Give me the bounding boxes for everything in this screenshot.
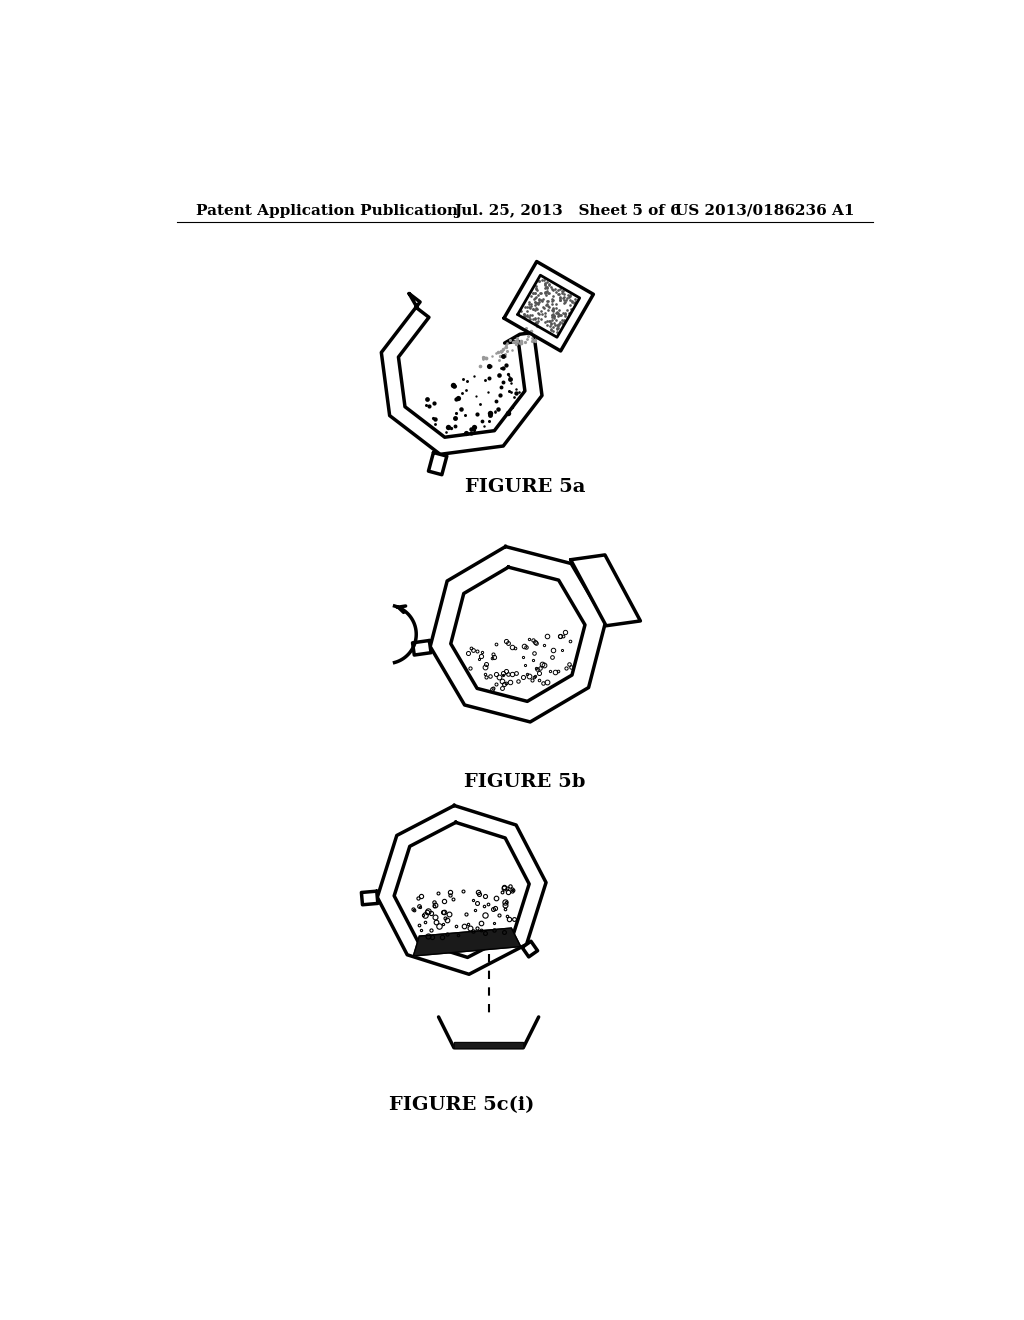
Text: US 2013/0186236 A1: US 2013/0186236 A1 <box>675 203 854 218</box>
Text: FIGURE 5b: FIGURE 5b <box>464 774 586 791</box>
Polygon shape <box>504 261 593 351</box>
Polygon shape <box>522 941 538 957</box>
Polygon shape <box>428 453 446 475</box>
Polygon shape <box>570 554 640 626</box>
Polygon shape <box>454 1041 523 1048</box>
Polygon shape <box>414 928 521 956</box>
Text: FIGURE 5a: FIGURE 5a <box>465 478 585 496</box>
Text: Jul. 25, 2013   Sheet 5 of 6: Jul. 25, 2013 Sheet 5 of 6 <box>454 203 681 218</box>
Polygon shape <box>377 805 546 974</box>
Polygon shape <box>381 293 542 454</box>
Text: FIGURE 5c(i): FIGURE 5c(i) <box>389 1096 535 1114</box>
Text: Patent Application Publication: Patent Application Publication <box>196 203 458 218</box>
Polygon shape <box>430 546 605 722</box>
Polygon shape <box>361 891 378 904</box>
Polygon shape <box>413 640 431 655</box>
